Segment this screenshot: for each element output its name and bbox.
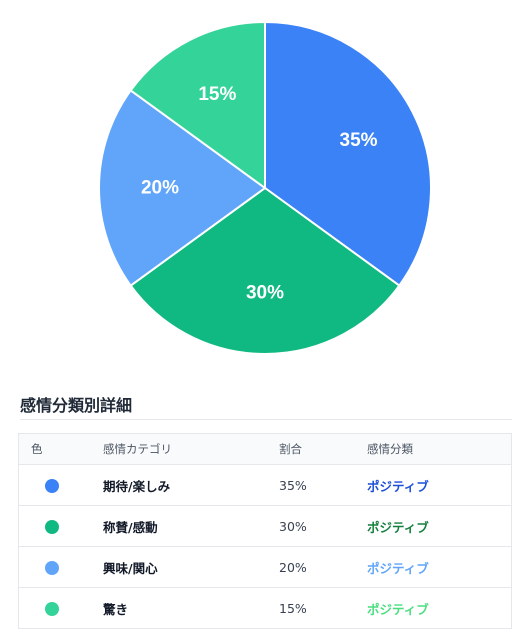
classification-cell: ポジティブ (367, 601, 429, 617)
header-classification: 感情分類 (367, 434, 511, 465)
color-dot (45, 519, 59, 534)
table-row: 期待/楽しみ 35% ポジティブ (19, 464, 511, 506)
ratio-cell: 20% (279, 546, 367, 588)
pie-slice-label-3: 15% (198, 84, 236, 105)
table-row: 驚き 15% ポジティブ (19, 588, 511, 629)
pie-slice-1 (129, 186, 401, 355)
pie-chart: 35% 30% 20% 15% (98, 20, 432, 355)
pie-slice-3 (129, 20, 266, 190)
color-dot (45, 560, 59, 575)
pie-slice-2 (98, 89, 267, 287)
pie-slice-label-2: 20% (141, 178, 179, 199)
table-row: 興味/関心 20% ポジティブ (19, 546, 511, 588)
category-cell: 称賛/感動 (103, 505, 279, 547)
header-color: 色 (19, 434, 103, 465)
pie-slice-label-0: 35% (340, 130, 378, 151)
classification-cell: ポジティブ (367, 546, 511, 588)
ratio-cell: 30% (279, 505, 367, 547)
category-cell: 興味/関心 (103, 546, 279, 588)
pie-slice-label-1: 30% (246, 283, 284, 304)
title-divider (20, 419, 512, 420)
ratio-cell: 15% (279, 600, 307, 616)
section-title: 感情分類別詳細 (20, 396, 133, 415)
category-cell: 期待/楽しみ (103, 464, 279, 506)
classification-cell: ポジティブ (367, 505, 511, 547)
emotion-table: 色 感情カテゴリ 割合 感情分類 期待/楽しみ 35% ポジティブ 称賛/感動 … (18, 433, 512, 629)
table-row: 称賛/感動 30% ポジティブ (19, 505, 511, 547)
color-dot (45, 478, 59, 493)
pie-slice-0 (264, 20, 432, 287)
header-ratio: 割合 (279, 434, 367, 465)
color-dot (45, 601, 59, 616)
ratio-cell: 35% (279, 464, 367, 506)
table-header-row: 色 感情カテゴリ 割合 感情分類 (19, 434, 511, 465)
category-cell: 驚き (103, 601, 129, 617)
header-category: 感情カテゴリ (103, 434, 279, 465)
classification-cell: ポジティブ (367, 464, 511, 506)
